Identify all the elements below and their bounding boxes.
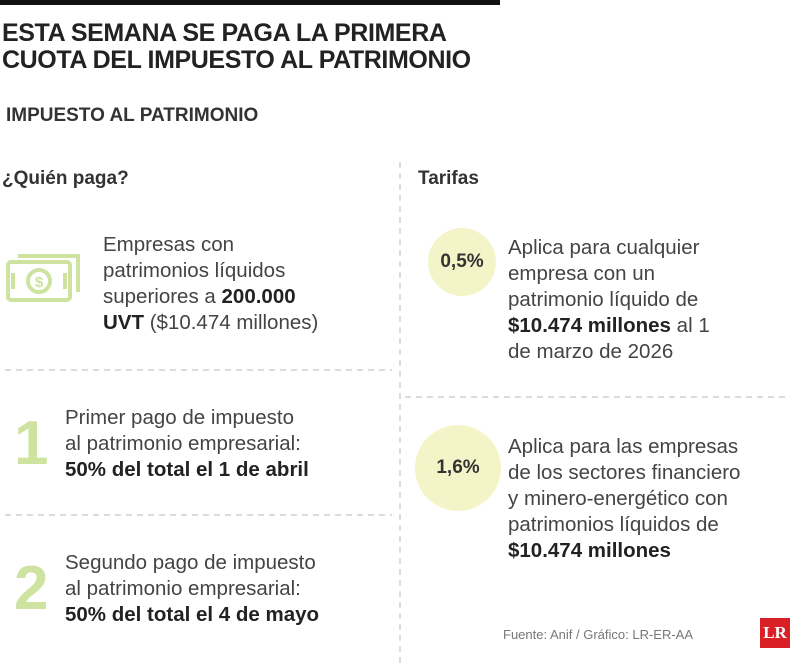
text-line: empresa con un: [508, 261, 710, 287]
text-segment: al patrimonio empresarial:: [65, 577, 301, 600]
top-bar: [0, 0, 500, 5]
text-segment: $10.474 millones: [508, 314, 671, 337]
text-line: Aplica para las empresas: [508, 434, 740, 460]
text-line: patrimonios líquidos: [103, 258, 318, 284]
text-line: al patrimonio empresarial:: [65, 431, 309, 457]
text-segment: 50% del total el 4 de mayo: [65, 603, 320, 626]
paragraph: Aplica para las empresas de los sectores …: [508, 434, 740, 564]
step-number: 2: [14, 554, 49, 623]
text-line: $10.474 millones al 1: [508, 313, 710, 339]
text-segment: superiores a: [103, 285, 222, 308]
money-icon: [6, 254, 80, 302]
section-heading: Tarifas: [418, 168, 479, 189]
text-line: UVT ($10.474 millones): [103, 310, 318, 336]
text-segment: patrimonio líquido de: [508, 288, 699, 311]
text-segment: Empresas con: [103, 233, 235, 256]
text-line: y minero-energético con: [508, 486, 740, 512]
text-line: Segundo pago de impuesto: [65, 550, 319, 576]
text-line: Aplica para cualquier: [508, 235, 710, 261]
text-segment: ($10.474 millones): [144, 311, 319, 334]
rate-badge: 0,5%: [428, 228, 496, 296]
text-segment: al 1: [670, 314, 710, 337]
text-segment: Segundo pago de impuesto: [65, 551, 316, 574]
text-line: Empresas con: [103, 232, 318, 258]
section-heading: ¿Quién paga?: [2, 168, 129, 189]
title: ESTA SEMANA SE PAGA LA PRIMERA CUOTA DEL …: [2, 20, 471, 74]
text-line: 50% del total el 1 de abril: [65, 457, 309, 483]
text-segment: y minero-energético con: [508, 487, 728, 510]
logo: LR: [760, 618, 790, 648]
text-line: 50% del total el 4 de mayo: [65, 602, 319, 628]
text-line: al patrimonio empresarial:: [65, 576, 319, 602]
text-line: de los sectores financiero: [508, 460, 740, 486]
text-segment: UVT: [103, 311, 144, 334]
text-line: patrimonios líquidos de: [508, 512, 740, 538]
text-segment: patrimonios líquidos: [103, 259, 286, 282]
text-line: $10.474 millones: [508, 538, 740, 564]
rate-badge: 1,6%: [415, 425, 501, 511]
source: Fuente: Anif / Gráfico: LR-ER-AA: [503, 627, 694, 642]
paragraph: Segundo pago de impuesto al patrimonio em…: [65, 550, 319, 628]
text-line: superiores a 200.000: [103, 284, 318, 310]
text-segment: de los sectores financiero: [508, 461, 741, 484]
svg-text:$: $: [35, 274, 44, 291]
text-segment: Primer pago de impuesto: [65, 406, 295, 429]
title-line: CUOTA DEL IMPUESTO AL PATRIMONIO: [2, 46, 471, 74]
text-segment: 50% del total el 1 de abril: [65, 458, 309, 481]
subtitle: IMPUESTO AL PATRIMONIO: [6, 105, 259, 126]
text-line: Primer pago de impuesto: [65, 405, 309, 431]
text-segment: empresa con un: [508, 262, 656, 285]
text-segment: de marzo de 2026: [508, 340, 674, 363]
text-segment: patrimonios líquidos de: [508, 513, 719, 536]
text-segment: Aplica para cualquier: [508, 236, 700, 259]
text-line: patrimonio líquido de: [508, 287, 710, 313]
paragraph: Primer pago de impuesto al patrimonio emp…: [65, 405, 309, 483]
text-segment: $10.474 millones: [508, 539, 671, 562]
text-line: de marzo de 2026: [508, 339, 710, 365]
title-line: ESTA SEMANA SE PAGA LA PRIMERA: [2, 19, 447, 47]
paragraph: Aplica para cualquier empresa con un patri…: [508, 235, 710, 365]
text-segment: al patrimonio empresarial:: [65, 432, 301, 455]
text-segment: Aplica para las empresas: [508, 435, 739, 458]
text-segment: 200.000: [221, 285, 296, 308]
step-number: 1: [14, 409, 49, 478]
paragraph: Empresas con patrimonios líquidos superior…: [103, 232, 318, 336]
